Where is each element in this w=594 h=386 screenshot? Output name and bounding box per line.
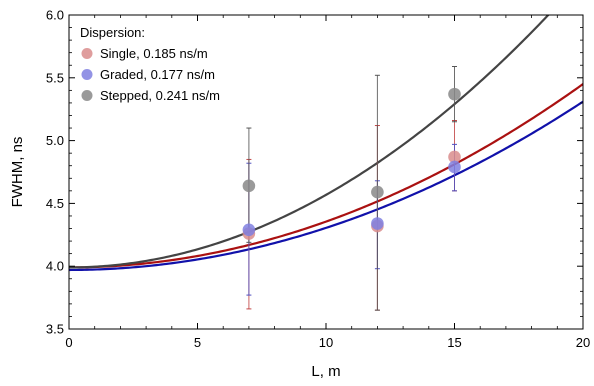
y-tick-label-2: 4.5	[46, 196, 64, 211]
data-points	[242, 87, 461, 240]
x-tick-label-1: 5	[194, 335, 201, 350]
fit-curve-2	[69, 15, 550, 269]
x-tick-label-3: 15	[447, 335, 461, 350]
fit-curve-1	[69, 100, 583, 272]
legend-marker-2	[81, 90, 93, 101]
legend: Dispersion: Single, 0.185 ns/m Graded, 0.…	[80, 25, 220, 103]
axis-ticks	[68, 14, 584, 330]
y-tick-label-5: 6.0	[46, 8, 64, 23]
x-tick-label-2: 10	[319, 335, 333, 350]
legend-label-2: Stepped, 0.241 ns/m	[100, 88, 220, 103]
legend-title: Dispersion:	[80, 25, 145, 40]
y-axis-label: FWHM, ns	[9, 137, 26, 208]
data-point-1-0	[242, 223, 256, 237]
data-point-1-1	[371, 217, 384, 230]
data-point-1-2	[448, 160, 461, 174]
y-tick-label-0: 3.5	[46, 322, 64, 337]
tick-labels: 0 5 10 15 20 3.5 4.0 4.5 5.0 5.5 6.0	[46, 8, 590, 351]
legend-label-0: Single, 0.185 ns/m	[100, 46, 208, 61]
x-tick-label-4: 20	[576, 335, 590, 350]
x-axis-label: L, m	[311, 363, 340, 380]
fit-curve-0	[69, 83, 583, 269]
data-point-0-2	[448, 150, 461, 164]
data-point-2-0	[242, 179, 256, 193]
legend-label-1: Graded, 0.177 ns/m	[100, 67, 215, 82]
x-tick-label-0: 0	[65, 335, 72, 350]
legend-marker-1	[81, 69, 93, 80]
data-point-2-2	[448, 87, 461, 101]
y-tick-label-1: 4.0	[46, 259, 64, 274]
fit-curves	[69, 15, 583, 272]
y-tick-label-4: 5.5	[46, 70, 64, 85]
legend-marker-0	[81, 48, 93, 59]
y-tick-label-3: 5.0	[46, 133, 64, 148]
data-point-2-1	[371, 185, 384, 199]
plot-frame	[68, 14, 584, 330]
